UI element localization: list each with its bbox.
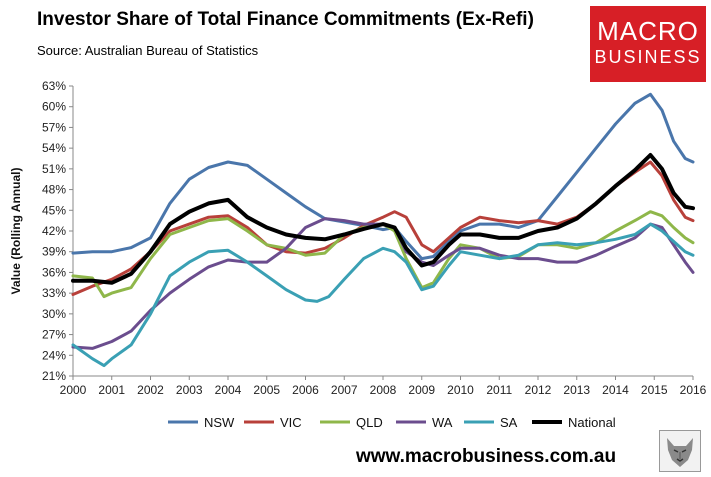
y-tick-label: 33%	[42, 286, 66, 300]
x-tick-label: 2004	[215, 383, 242, 397]
series-line-national	[71, 153, 695, 285]
y-tick-label: 54%	[42, 141, 66, 155]
legend-label-vic: VIC	[280, 415, 302, 430]
legend-label-sa: SA	[500, 415, 518, 430]
series-line-wa	[71, 217, 695, 350]
y-tick-label: 27%	[42, 328, 66, 342]
wolf-logo-icon	[659, 430, 701, 472]
x-tick-label: 2006	[292, 383, 319, 397]
legend-label-national: National	[568, 415, 616, 430]
x-tick-label: 2008	[370, 383, 397, 397]
y-tick-label: 57%	[42, 120, 66, 134]
chart-source: Source: Australian Bureau of Statistics	[37, 43, 259, 58]
y-tick-label: 48%	[42, 183, 66, 197]
y-tick-label: 30%	[42, 307, 66, 321]
website-url: www.macrobusiness.com.au	[356, 446, 617, 467]
y-tick-label: 60%	[42, 100, 66, 114]
series-line-qld	[71, 210, 695, 299]
y-tick-label: 63%	[42, 79, 66, 93]
chart-title: Investor Share of Total Finance Commitme…	[37, 9, 534, 30]
legend-label-qld: QLD	[356, 415, 383, 430]
x-tick-label: 2015	[641, 383, 668, 397]
macrobusiness-logo: MACRO BUSINESS	[590, 6, 706, 82]
x-tick-label: 2011	[486, 383, 512, 397]
x-tick-label: 2016	[680, 383, 707, 397]
y-tick-label: 45%	[42, 203, 66, 217]
logo-text-macro: MACRO	[597, 16, 699, 46]
x-tick-label: 2007	[331, 383, 358, 397]
x-tick-label: 2000	[60, 383, 87, 397]
y-tick-label: 39%	[42, 245, 66, 259]
x-tick-label: 2009	[408, 383, 435, 397]
x-tick-label: 2001	[98, 383, 125, 397]
y-tick-label: 24%	[42, 348, 66, 362]
series-line-nsw	[71, 92, 695, 261]
x-tick-label: 2013	[563, 383, 590, 397]
legend-label-nsw: NSW	[204, 415, 235, 430]
x-tick-label: 2010	[447, 383, 474, 397]
y-axis-label: Value (Rolling Annual)	[9, 168, 23, 295]
legend-label-wa: WA	[432, 415, 453, 430]
x-tick-label: 2003	[176, 383, 203, 397]
x-tick-label: 2014	[602, 383, 629, 397]
y-tick-label: 51%	[42, 162, 66, 176]
x-tick-label: 2005	[253, 383, 280, 397]
y-tick-label: 42%	[42, 224, 66, 238]
logo-text-business: BUSINESS	[594, 47, 702, 67]
x-tick-label: 2002	[137, 383, 164, 397]
series-line-sa	[71, 222, 695, 368]
y-tick-label: 21%	[42, 369, 66, 383]
y-tick-label: 36%	[42, 265, 66, 279]
x-tick-label: 2012	[525, 383, 552, 397]
